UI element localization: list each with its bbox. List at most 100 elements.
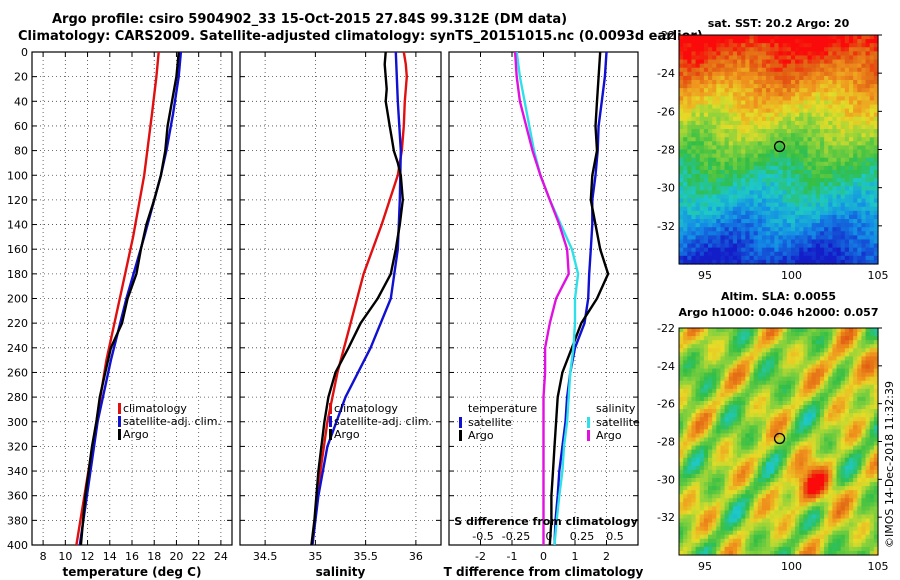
map-cell [811,384,817,390]
map-cell [848,348,854,353]
map-cell [844,328,850,333]
map-cell [716,112,722,118]
map-cell [741,356,746,362]
map-cell [745,380,751,386]
map-cell [708,368,713,374]
map-cell [799,457,804,463]
map-cell [807,392,813,398]
map-cell [857,409,863,414]
map-cell [799,79,804,85]
map-cell [703,137,709,142]
map-cell [795,364,800,370]
map-cell [699,340,705,345]
map-cell [687,67,693,73]
map-cell [836,47,842,52]
map-cell [753,376,759,382]
map-cell [716,186,722,191]
map-cell [741,227,746,232]
map-cell [757,352,763,357]
map-cell [869,194,875,200]
map-cell [865,352,871,357]
map-cell [761,178,767,183]
map-cell [712,364,717,370]
map-cell [732,190,738,196]
map-cell [790,153,796,159]
map-cell [840,214,846,220]
map-cell [840,392,846,398]
map-cell [703,202,709,208]
map-cell [753,251,759,257]
map-cell [695,223,701,228]
map-cell [749,169,755,175]
map-cell [699,352,705,357]
map-cell [824,247,829,253]
map-cell [749,141,755,147]
map-cell [857,227,863,232]
map-cell [778,231,784,236]
map-cell [807,182,813,187]
map-cell [679,409,684,414]
map-cell [795,75,800,81]
map-cell [745,194,751,200]
map-cell [795,469,800,475]
map-cell [832,92,838,97]
map-cell [703,486,709,491]
map-cell [782,104,788,110]
map-cell [741,124,746,130]
map-cell [766,247,771,253]
map-cell [782,251,788,257]
map-cell [753,35,759,40]
map-cell [836,400,842,406]
map-cell [757,198,763,204]
map-cell [824,413,829,418]
map-cell [770,490,775,495]
map-cell [720,465,726,471]
map-cell [766,352,771,357]
map-cell [724,417,730,422]
map-cell [873,461,879,467]
map-cell [836,43,842,48]
map-cell [828,336,833,341]
map-cell [811,461,817,467]
map-cell [695,417,701,422]
map-cell [766,433,771,439]
map-cell [753,368,759,374]
map-cell [795,332,800,337]
map-cell [778,47,784,52]
map-cell [774,437,780,443]
map-cell [679,100,684,106]
map-cell [778,469,784,475]
map-cell [757,202,763,208]
map-cell [732,145,738,151]
map-cell [799,255,804,261]
map-cell [741,186,746,191]
map-cell [761,92,767,97]
map-cell [703,473,709,479]
map-cell [865,55,871,61]
map-cell [691,67,697,73]
map-cell [728,47,734,52]
map-cell [861,441,867,447]
map-cell [728,400,734,406]
map-cell [724,100,730,106]
map-cell [853,210,858,216]
map-cell [741,457,746,463]
map-cell [757,441,763,447]
map-cell [691,149,697,155]
map-cell [811,223,817,228]
argo-position-marker [773,140,786,153]
map-cell [741,344,746,349]
map-cell [853,214,858,220]
map-cell [857,376,863,382]
map-cell [861,145,867,151]
map-cell [795,429,800,434]
map-cell [786,465,792,471]
map-cell [703,239,709,245]
map-cell [865,108,871,114]
map-cell [795,133,800,138]
map-cell [699,364,705,370]
map-cell [778,161,784,167]
map-cell [873,425,879,430]
map-cell [857,67,863,73]
map-cell [737,400,742,406]
